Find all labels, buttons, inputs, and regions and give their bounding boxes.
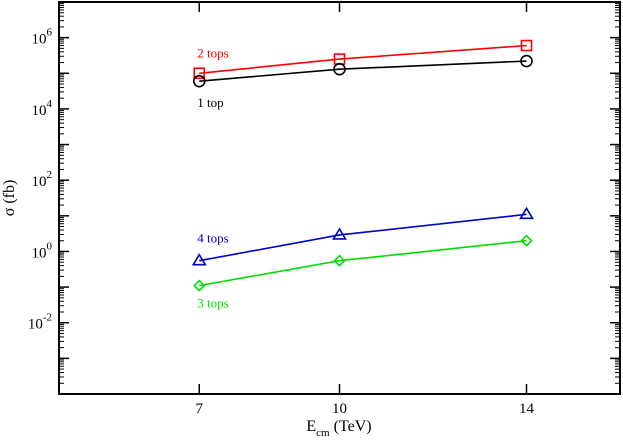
triangle-marker [519,206,534,220]
square-marker [193,67,206,80]
y-tick-label-exponent: 4 [47,98,53,110]
y-tick-label-base: 10 [32,174,47,190]
square-marker [520,39,533,52]
y-tick-label: 10-2 [28,312,52,333]
series-label: 2 tops [197,45,228,60]
y-axis-title: σ (fb) [1,180,18,217]
series-line [199,239,527,287]
series-line [199,60,527,82]
x-axis-title-main: E [306,418,316,435]
series-line [199,213,527,262]
y-tick-label-exponent: 0 [47,240,53,252]
y-tick-label: 102 [32,169,53,190]
y-tick-label-exponent: 2 [47,169,53,181]
series-label: 1 top [197,95,223,110]
y-tick-label: 100 [32,240,53,261]
series-markers-layer [191,39,534,292]
circle-marker [333,62,346,76]
x-axis-title-subscript: cm [316,427,330,439]
y-tick-label-exponent: 6 [47,27,53,39]
x-tick-label: 7 [196,401,204,417]
triangle-marker [191,253,207,266]
y-tick-label: 106 [32,27,53,48]
plot-frame [58,1,621,395]
triangle-marker [332,227,347,240]
y-tick-label-base: 10 [32,32,47,48]
x-tick-label: 10 [332,401,347,417]
y-tick-label-exponent: -2 [43,312,52,324]
y-tick-label-base: 10 [32,103,47,119]
series-label: 3 tops [197,296,228,311]
y-tick-label-base: 10 [28,317,43,333]
circle-marker [192,74,206,88]
circle-marker [520,54,533,68]
y-tick-label: 104 [32,98,53,119]
diamond-marker [333,254,346,267]
series-label: 4 tops [197,231,228,246]
labels-layer: 2 tops 1 top 4 tops 3 tops [197,45,228,310]
x-axis-title: Ecm (TeV) [306,418,371,439]
series-line [199,44,527,75]
x-tick-label: 14 [519,401,535,417]
diamond-marker [193,279,206,292]
diamond-marker [520,234,533,247]
series-lines-layer [199,44,527,287]
y-tick-label-base: 10 [32,245,47,261]
x-axis-title-unit: (TeV) [330,418,372,435]
